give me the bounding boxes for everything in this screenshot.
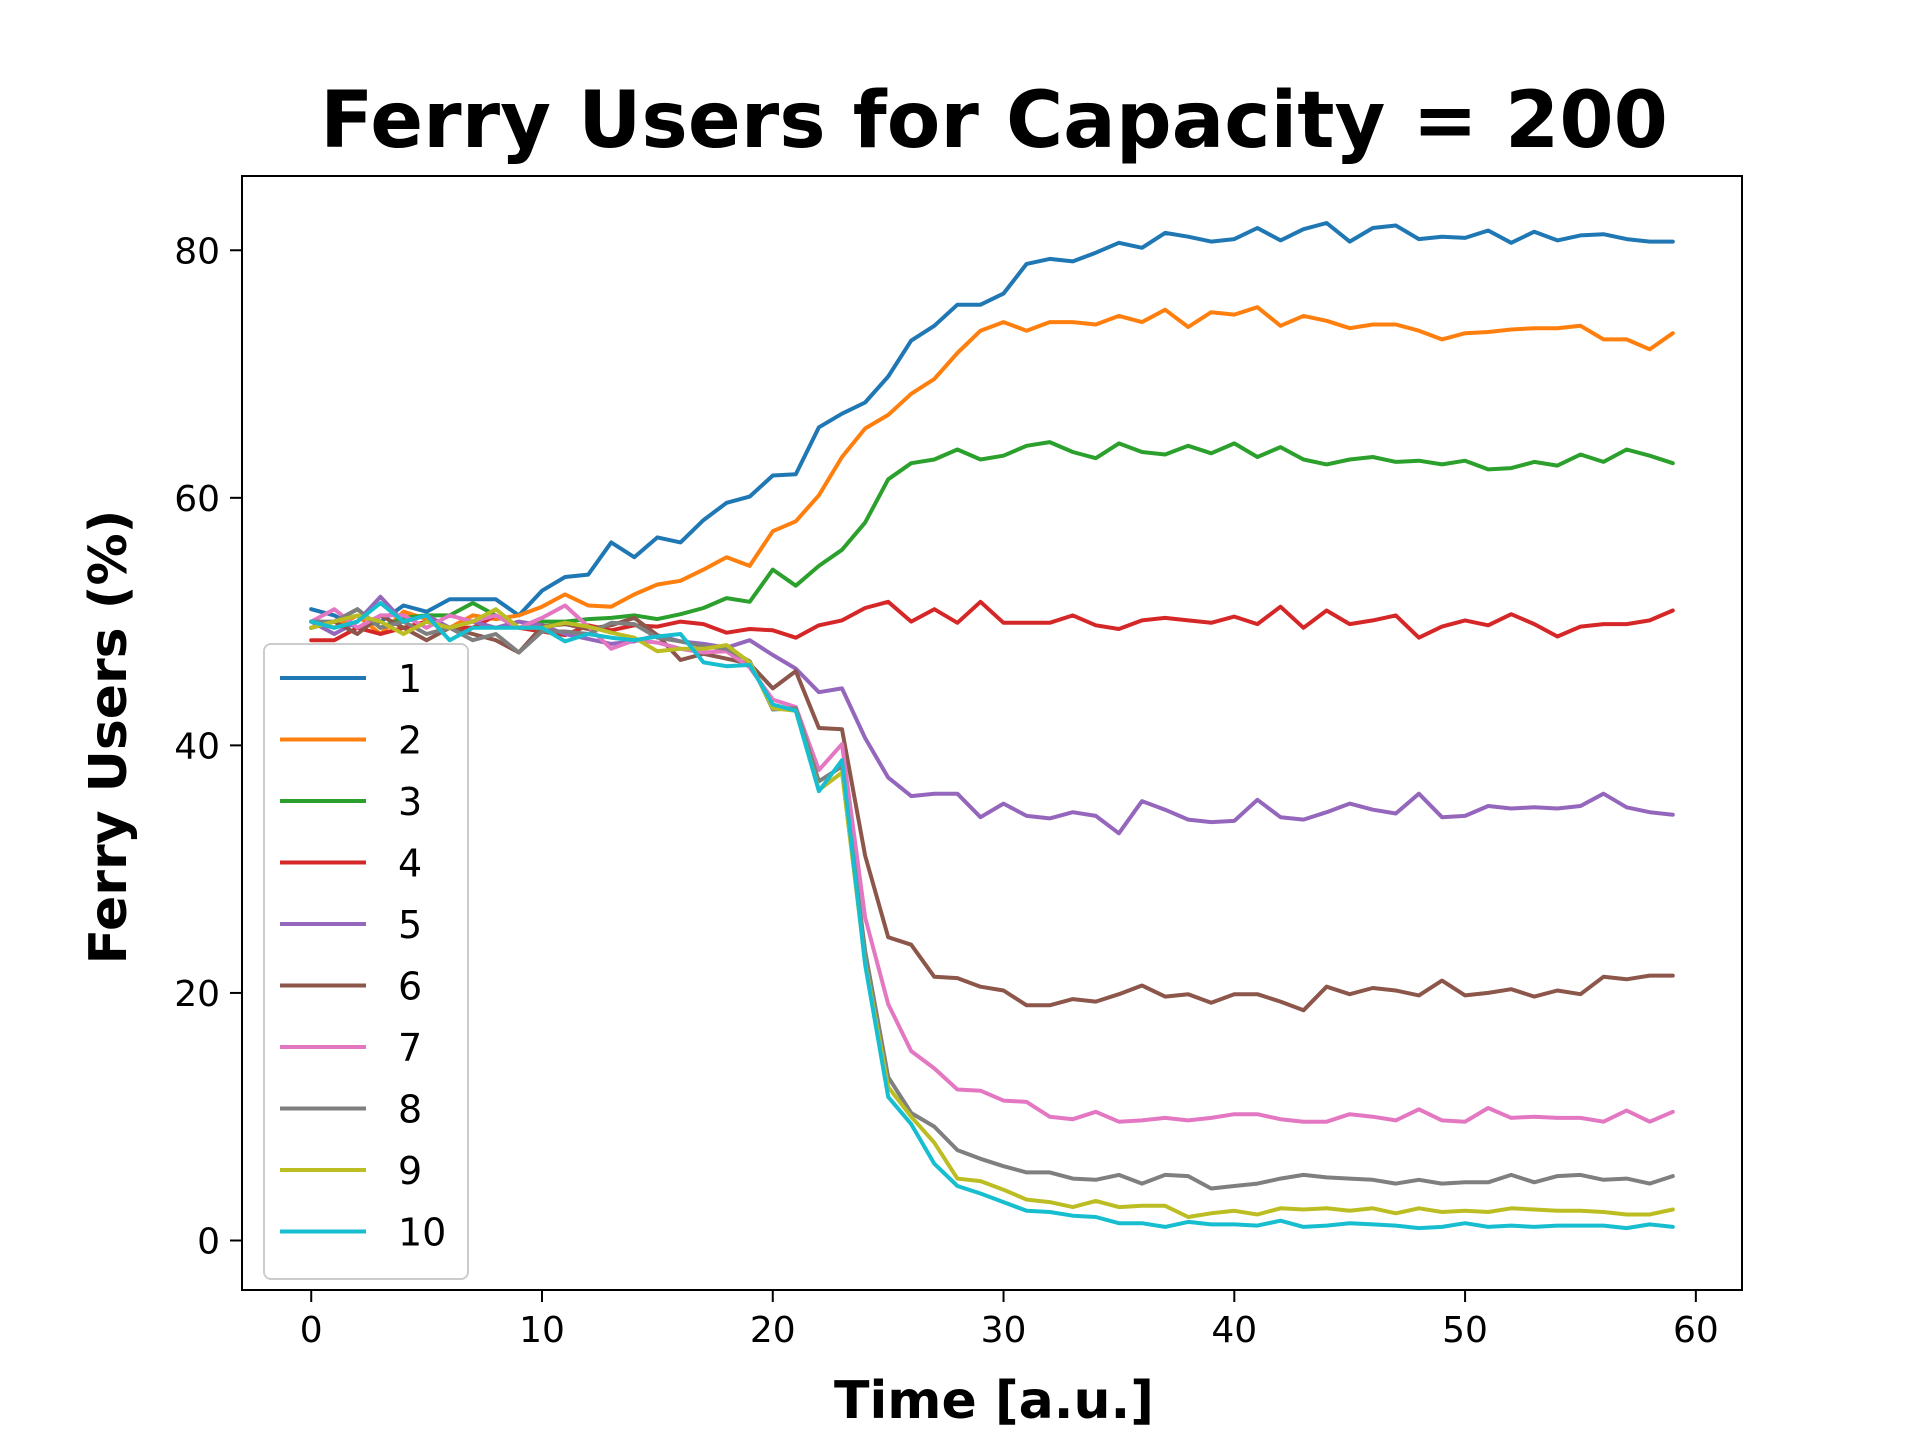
x-tick-label: 50 [1442,1310,1488,1351]
plot-area [241,175,1743,1291]
legend-label-8: 8 [398,1088,422,1132]
legend-label-1: 1 [398,657,422,701]
x-axis: 0 10 20 30 40 50 60 [300,1290,1719,1351]
y-tick-label: 40 [174,726,220,767]
legend-label-6: 6 [398,965,422,1009]
legend-label-2: 2 [398,719,422,763]
legend-label-9: 9 [398,1149,422,1193]
legend-label-10: 10 [398,1211,446,1255]
legend: 1 2 3 4 5 6 7 8 9 10 [263,643,469,1280]
x-tick-label: 40 [1211,1310,1257,1351]
series-line-10 [309,601,1675,1231]
x-axis-label: Time [a.u.] [834,1371,1154,1431]
y-tick-label: 60 [174,479,220,520]
x-tick-label: 0 [300,1310,323,1351]
series-line-2 [309,305,1675,636]
series-line-3 [309,440,1675,630]
x-tick-label: 20 [750,1310,796,1351]
legend-label-5: 5 [398,903,422,947]
series-line-8 [309,607,1675,1191]
legend-label-7: 7 [398,1026,422,1070]
series-line-5 [309,594,1675,836]
x-tick-label: 60 [1673,1310,1719,1351]
y-tick-label: 0 [197,1221,220,1262]
legend-label-3: 3 [398,780,422,824]
series-line-1 [309,221,1675,630]
y-axis: 0 20 40 60 80 [174,231,242,1262]
x-tick-label: 30 [981,1310,1027,1351]
y-axis-label: Ferry Users (%) [79,510,139,965]
x-tick-label: 10 [519,1310,565,1351]
series-line-7 [309,603,1675,1124]
y-tick-label: 80 [174,231,220,272]
plot-frame [241,175,1743,1291]
chart-title: Ferry Users for Capacity = 200 [320,76,1668,166]
legend-label-4: 4 [398,842,422,886]
y-tick-label: 20 [174,974,220,1015]
series-line-6 [309,613,1675,1013]
series-line-9 [309,607,1675,1219]
